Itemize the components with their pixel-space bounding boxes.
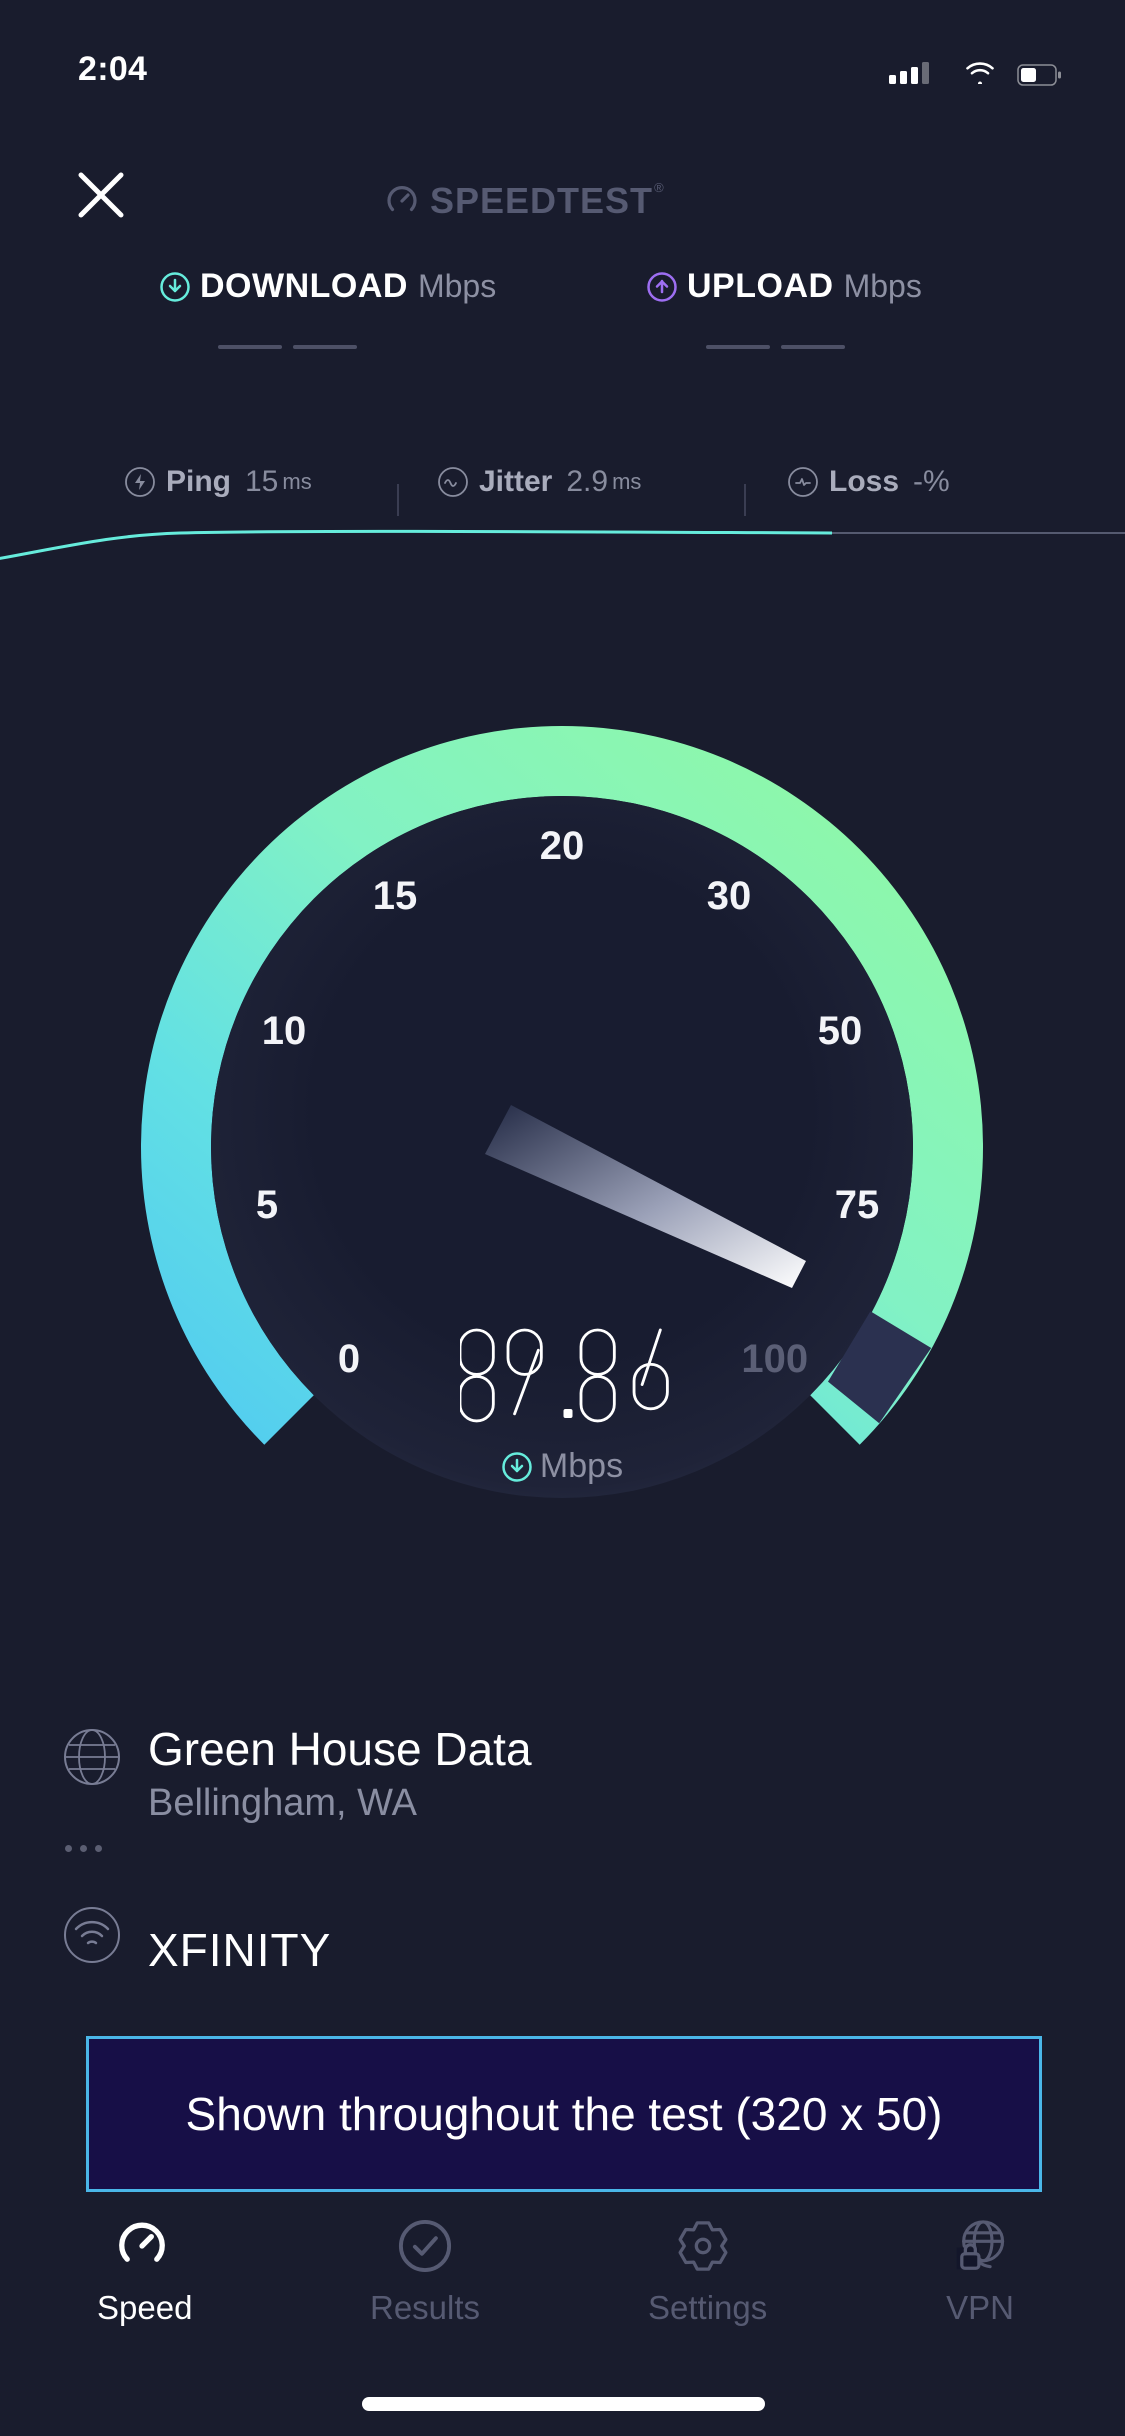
svg-text:20: 20 (540, 824, 585, 868)
svg-text:30: 30 (707, 874, 752, 918)
svg-text:10: 10 (262, 1009, 307, 1053)
svg-text:100: 100 (741, 1337, 808, 1381)
svg-text:50: 50 (818, 1009, 863, 1053)
svg-text:0: 0 (338, 1337, 360, 1381)
svg-text:5: 5 (256, 1183, 278, 1227)
svg-text:15: 15 (373, 874, 418, 918)
svg-text:75: 75 (835, 1183, 880, 1227)
